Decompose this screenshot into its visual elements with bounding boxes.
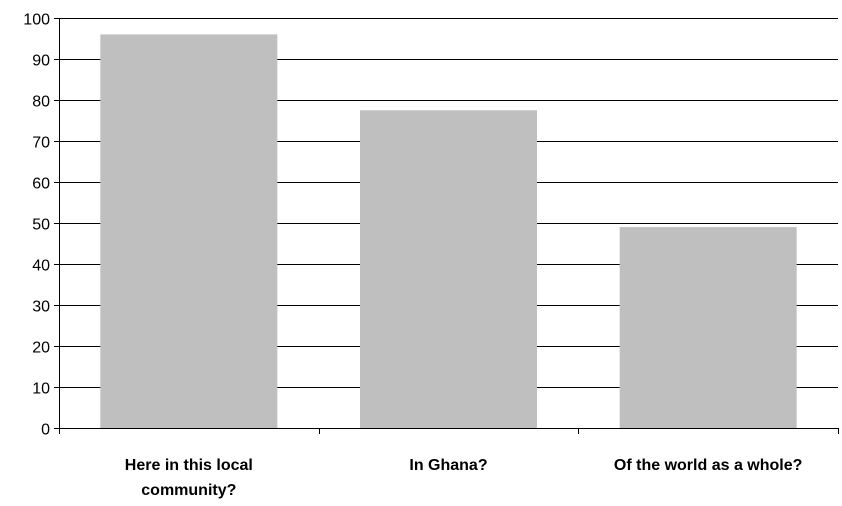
bar <box>619 227 797 428</box>
y-tick-label: 20 <box>32 340 50 357</box>
y-tick-label: 80 <box>32 94 50 111</box>
bar <box>100 34 278 429</box>
bar <box>360 110 537 428</box>
y-tick-labels: 0 10 20 30 40 50 60 70 80 90 100 <box>23 12 50 439</box>
x-category-label: Of the world as a whole? <box>614 457 802 474</box>
y-tick-label: 30 <box>32 299 50 316</box>
y-tick-label: 0 <box>41 422 50 439</box>
y-tick-label: 40 <box>32 258 50 275</box>
axes <box>54 18 839 434</box>
y-tick-label: 90 <box>32 53 50 70</box>
x-category-label: Here in this local <box>125 457 253 474</box>
bars <box>100 34 797 429</box>
y-tick-label: 60 <box>32 176 50 193</box>
y-tick-label: 10 <box>32 381 50 398</box>
x-category-label: In Ghana? <box>409 457 487 474</box>
x-category-labels: Here in this local community? In Ghana? Of … <box>125 457 803 499</box>
x-category-label: community? <box>141 482 236 499</box>
y-tick-label: 70 <box>32 135 50 152</box>
y-tick-label: 50 <box>32 217 50 234</box>
y-tick-label: 100 <box>23 12 50 29</box>
